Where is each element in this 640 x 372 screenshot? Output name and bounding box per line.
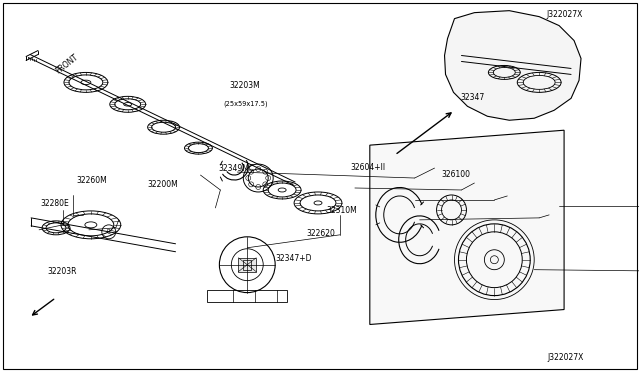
Text: 32203M: 32203M <box>230 81 260 90</box>
Text: 32200M: 32200M <box>148 180 179 189</box>
Text: 326100: 326100 <box>441 170 470 179</box>
Bar <box>238 258 256 272</box>
Text: 32280E: 32280E <box>41 199 70 208</box>
Text: 32347: 32347 <box>460 93 484 102</box>
Text: 32260M: 32260M <box>76 176 107 185</box>
Bar <box>207 290 287 302</box>
Text: J322027X: J322027X <box>547 353 584 362</box>
Text: FRONT: FRONT <box>54 53 79 76</box>
Text: 32604+II: 32604+II <box>351 163 386 172</box>
Text: 322620: 322620 <box>306 229 335 238</box>
Text: 32203R: 32203R <box>47 267 77 276</box>
Text: 32310M: 32310M <box>326 206 357 215</box>
Text: R: R <box>107 229 111 234</box>
Polygon shape <box>370 130 564 324</box>
Polygon shape <box>445 11 581 120</box>
Text: J322027X: J322027X <box>547 10 583 19</box>
Text: (25x59x17.5): (25x59x17.5) <box>223 100 268 107</box>
Text: 32347+D: 32347+D <box>275 254 312 263</box>
Bar <box>243 260 252 270</box>
Text: 32349MC: 32349MC <box>218 164 254 173</box>
